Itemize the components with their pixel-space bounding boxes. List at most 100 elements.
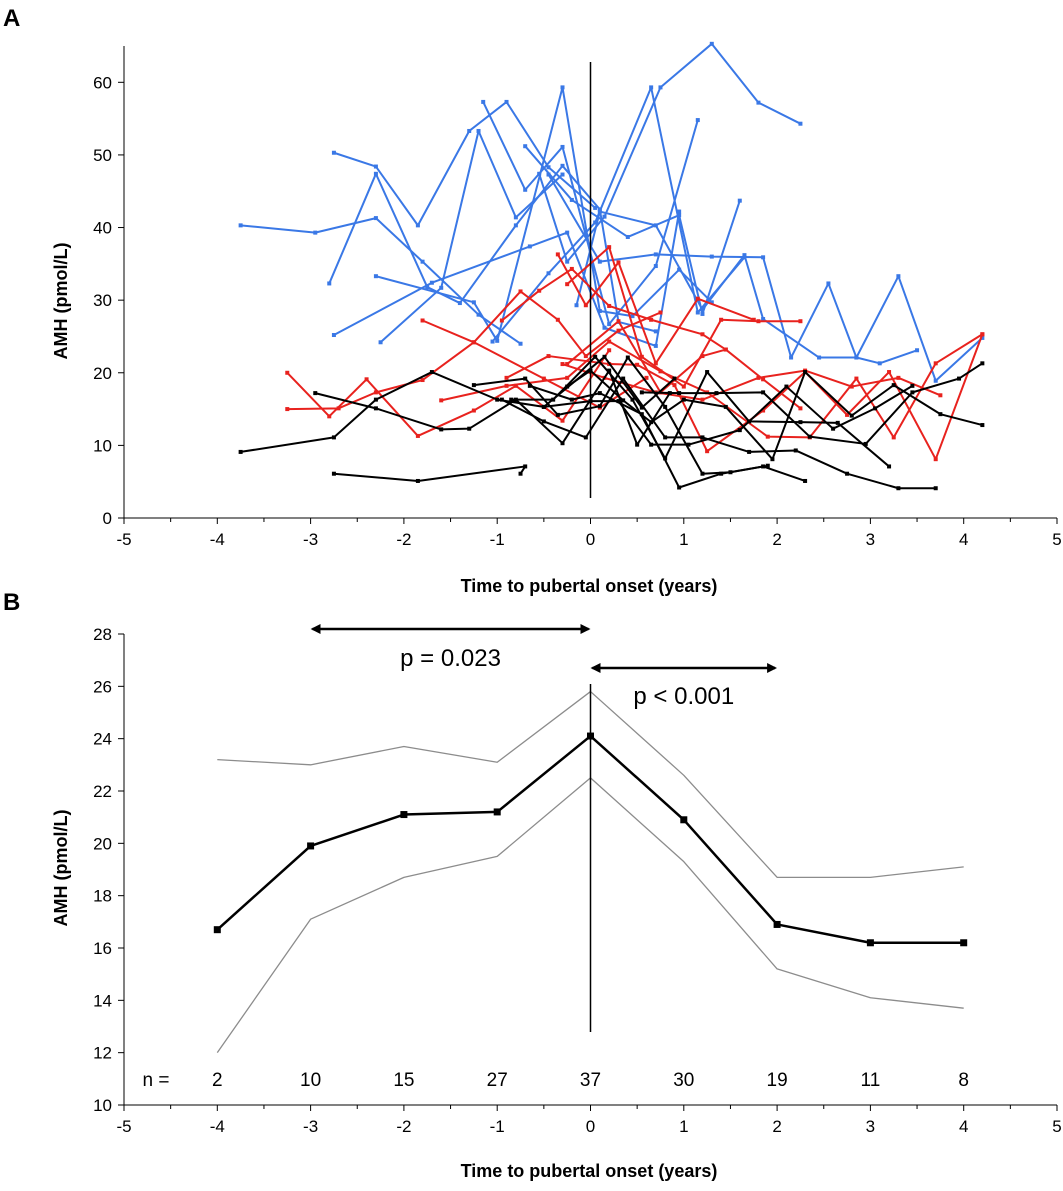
- panel-a-x-tick-label: -4: [210, 530, 225, 549]
- panel-a-subject-line-point: [798, 319, 803, 324]
- panel-b-x-tick-label: 3: [866, 1117, 875, 1136]
- panel-b-mean-line-point: [680, 816, 688, 824]
- panel-a-subject-line: [473, 356, 806, 482]
- panel-a-subject-line-point: [639, 354, 644, 359]
- panel-a-subject-line-point: [560, 362, 565, 367]
- panel-a-subject-line-point: [560, 172, 565, 177]
- n-count-label: 37: [580, 1070, 601, 1091]
- panel-a-subject-line-point: [476, 128, 481, 133]
- panel-a-subject-line-point: [518, 471, 523, 476]
- panel-a-y-tick-label: 50: [93, 146, 112, 165]
- panel-a-subject-line-point: [560, 85, 565, 90]
- panel-a-x-axis-title: Time to pubertal onset (years): [461, 576, 718, 596]
- panel-a-subject-line-point: [649, 442, 654, 447]
- panel-a-subject-line: [556, 253, 755, 365]
- panel-a-subject-line-point: [471, 383, 476, 388]
- panel-a-subject-line-point: [723, 347, 728, 352]
- n-count-label: 15: [393, 1070, 414, 1091]
- panel-a-subject-line-point: [616, 399, 621, 404]
- panel-a-subject-line: [538, 42, 801, 263]
- panel-a-subject-line-point: [513, 215, 518, 220]
- panel-a-subject-line-point: [331, 150, 336, 155]
- panel-a-subject-line-point: [509, 397, 514, 402]
- panel-a-subject-line-point: [877, 361, 882, 366]
- panel-a-subject-line-point: [761, 317, 766, 322]
- panel-a-x-tick-label: 4: [959, 530, 968, 549]
- panel-a-subject-line-point: [541, 376, 546, 381]
- panel-a-subject-line-point: [439, 398, 444, 403]
- panel-a-subject-line-point: [849, 413, 854, 418]
- panel-a-subject-line-point: [677, 213, 682, 218]
- panel-a-subject-line-point: [784, 384, 789, 389]
- n-prefix-label: n =: [143, 1070, 170, 1091]
- panel-a-subject-line-point: [863, 441, 868, 446]
- panel-a-subject-line-point: [457, 301, 462, 306]
- panel-a-subject-line-point: [798, 121, 803, 126]
- panel-a-subject-line-point: [980, 361, 985, 366]
- panel-a-subject-line-point: [798, 420, 803, 425]
- panel-b-x-tick-label: 4: [959, 1117, 968, 1136]
- panel-a-subject-line-point: [560, 163, 565, 168]
- panel-b-x-axis-title: Time to pubertal onset (years): [461, 1161, 718, 1181]
- panel-a-subject-line-point: [677, 391, 682, 396]
- panel-a-subject-line-point: [719, 471, 724, 476]
- panel-a-subject-line-point: [504, 375, 509, 380]
- panel-a-subject-line-point: [723, 404, 728, 409]
- panel-a-subject-line-point: [471, 408, 476, 413]
- panel-a-subject-line-point: [373, 406, 378, 411]
- panel-b-mean-line-point: [773, 920, 781, 928]
- panel-a-subject-line-point: [714, 391, 719, 396]
- panel-a-subject-line-point: [546, 271, 551, 276]
- panel-a-subject-line-point: [915, 348, 920, 353]
- panel-a-subject-line-point: [770, 457, 775, 462]
- panel-a-subject-line-point: [700, 354, 705, 359]
- panel-a-subject-line-point: [238, 223, 243, 228]
- panel-a-x-tick-label: 1: [679, 530, 688, 549]
- panel-a-subject-line-point: [887, 464, 892, 469]
- panel-a-subject-line-point: [896, 375, 901, 380]
- panel-a-subject-line-point: [933, 486, 938, 491]
- panel-a-subject-line-point: [523, 144, 528, 149]
- panel-a-subject-line-point: [378, 340, 383, 345]
- panel-a-subject-line-point: [415, 223, 420, 228]
- panel-a-subject-line-point: [331, 435, 336, 440]
- panel-a-subject-line-point: [635, 442, 640, 447]
- panel-a-subject-line-point: [849, 384, 854, 389]
- panel-a-subject-line-point: [756, 375, 761, 380]
- panel-a-subject-line-point: [695, 118, 700, 123]
- panel-a-subject-line-point: [719, 317, 724, 322]
- panel-a-subject-line-point: [663, 404, 668, 409]
- panel-a-subject-line-point: [653, 264, 658, 269]
- panel-a-subject-line-point: [513, 223, 518, 228]
- panel-a-subject-line-point: [933, 378, 938, 383]
- panel-a-subject-line-point: [313, 391, 318, 396]
- panel-a-subject-line-point: [653, 252, 658, 257]
- panel-a-subject-line-point: [700, 435, 705, 440]
- n-count-label: 10: [300, 1070, 321, 1091]
- panel-a-subject-line-point: [630, 397, 635, 402]
- panel-a-subject-line-point: [765, 434, 770, 439]
- panel-a-subject-line-point: [625, 234, 630, 239]
- panel-b-x-tick-label: -1: [490, 1117, 505, 1136]
- panel-a-subject-line-point: [336, 406, 341, 411]
- panel-a-y-tick-label: 20: [93, 364, 112, 383]
- panel-b-mean-line-point: [400, 811, 408, 819]
- panel-a-subject-line-point: [429, 280, 434, 285]
- panel-a-subject-line-point: [364, 377, 369, 382]
- panel-a-subject-line-point: [756, 100, 761, 105]
- panel-a-subject-line-point: [467, 128, 472, 133]
- panel-a-subject-line-point: [737, 198, 742, 203]
- p-value-label: p = 0.023: [400, 645, 501, 672]
- panel-a-subject-line-point: [817, 355, 822, 360]
- panel-a-subject-line-point: [285, 370, 290, 375]
- panel-a-subject-line-point: [616, 260, 621, 265]
- panel-b-x-tick-label: 1: [679, 1117, 688, 1136]
- panel-a-subject-line-point: [565, 282, 570, 287]
- panel-a-subject-line-point: [803, 478, 808, 483]
- panel-a-subject-line-point: [607, 245, 612, 250]
- panel-b-y-tick-label: 22: [93, 782, 112, 801]
- panel-a-subject-line-point: [761, 255, 766, 260]
- panel-a-subject-line-point: [565, 384, 570, 389]
- panel-a-subject-line-point: [695, 310, 700, 315]
- panel-a-subject-line-point: [420, 378, 425, 383]
